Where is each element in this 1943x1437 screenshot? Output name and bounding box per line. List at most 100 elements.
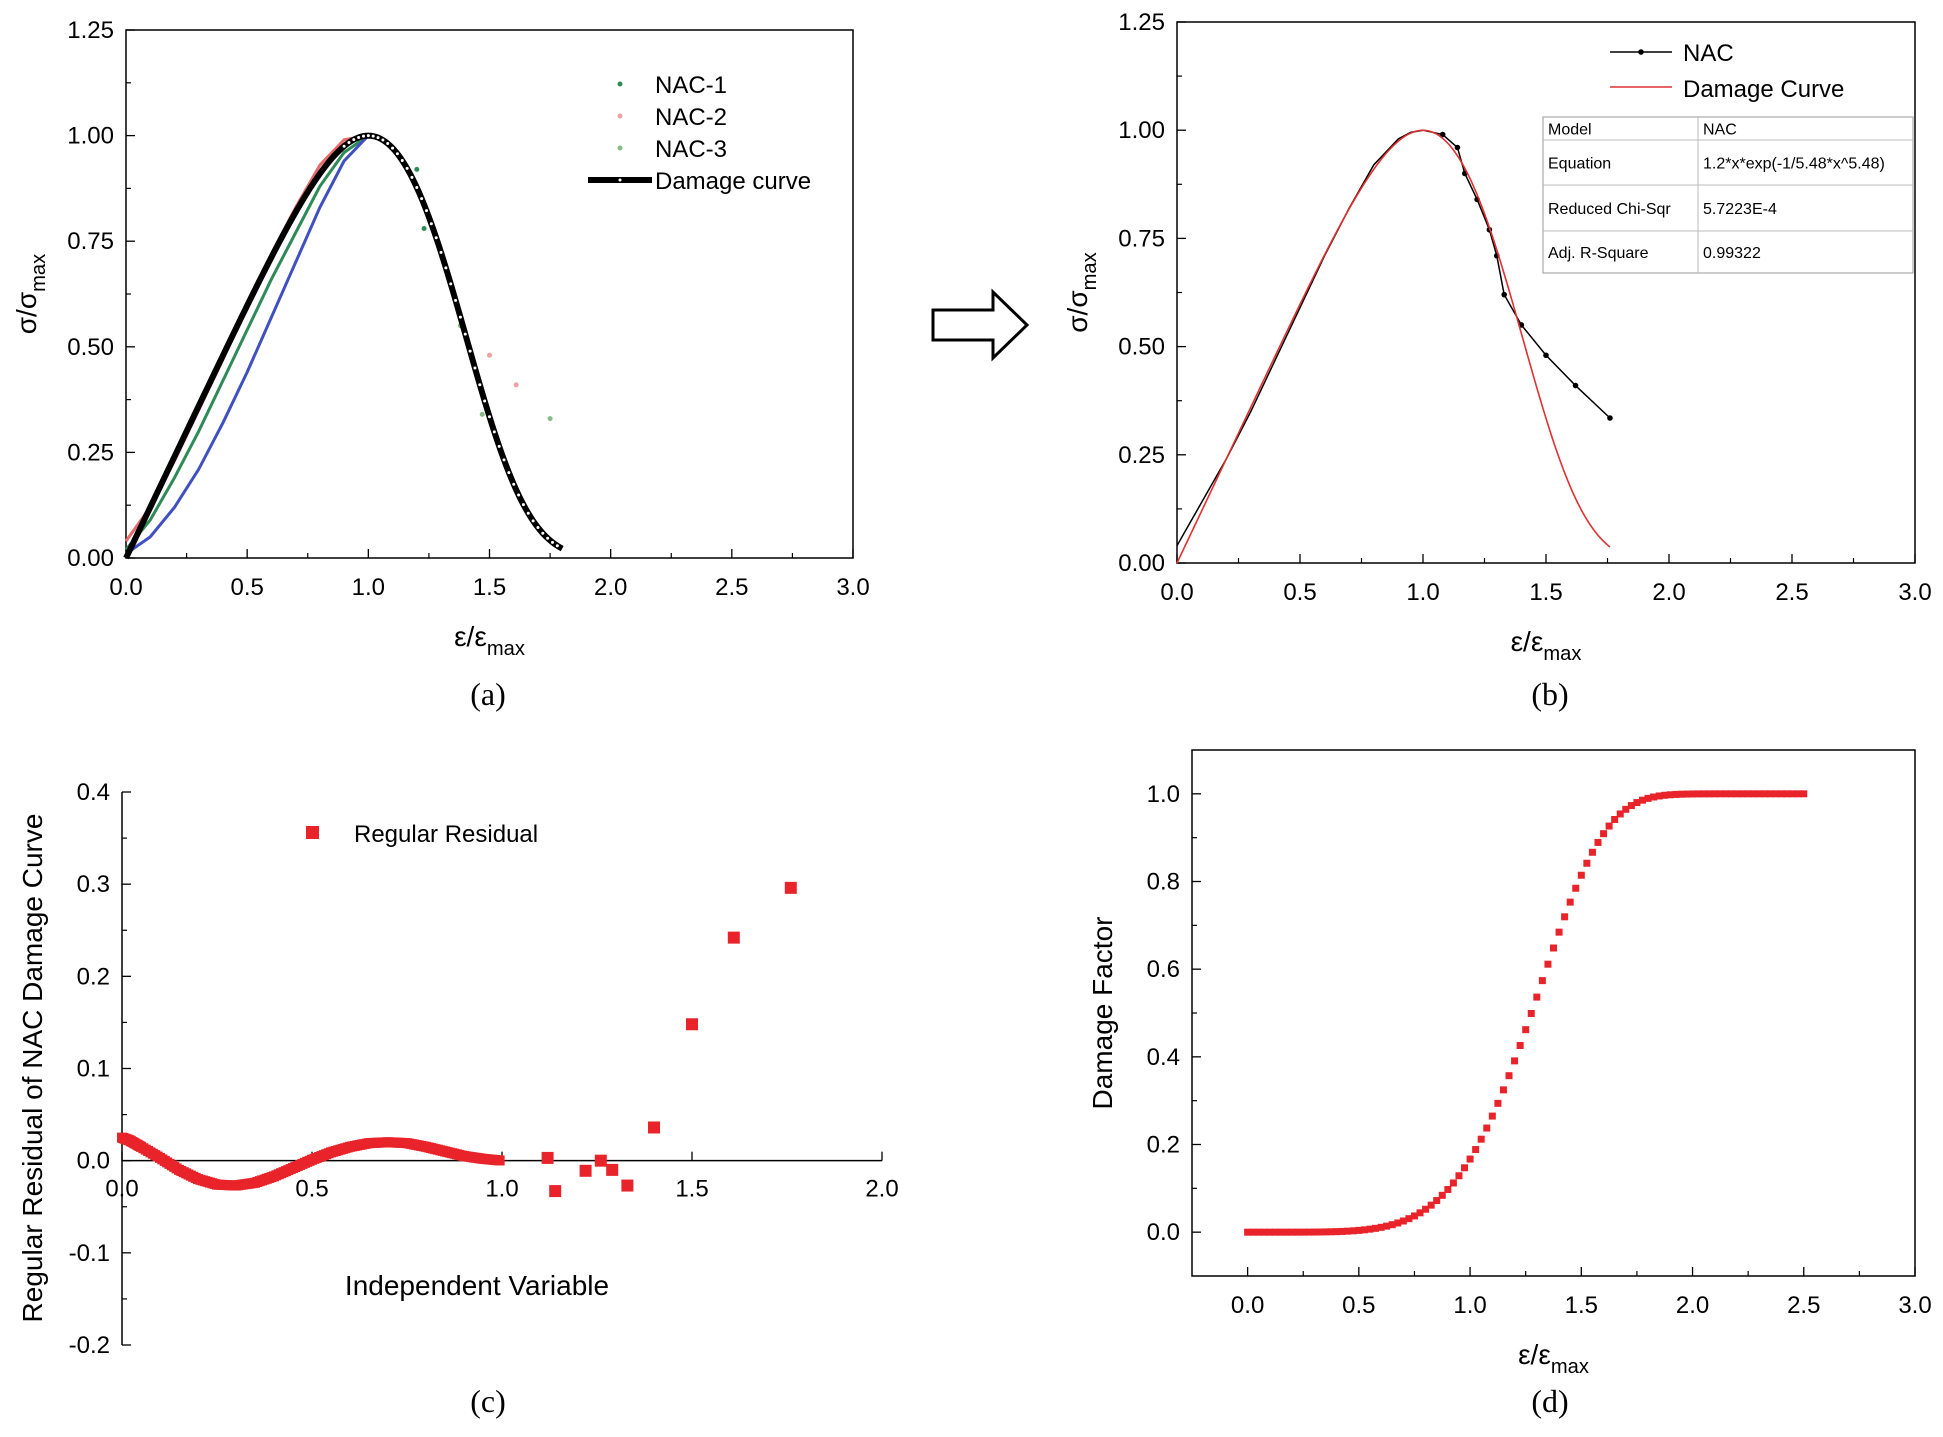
legend-label: Damage curve (655, 168, 811, 195)
series-marker (1422, 1205, 1430, 1213)
series-marker (1394, 1219, 1402, 1227)
series-marker (1522, 1026, 1530, 1034)
fit-table-key: Adj. R-Square (1548, 245, 1649, 262)
x-tick-label: 0.0 (109, 574, 142, 601)
series-point (547, 416, 553, 422)
series-marker (1501, 291, 1507, 298)
y-tick-label: 0.50 (67, 334, 114, 361)
x-axis-label: Independent Variable (345, 1270, 609, 1301)
damage-curve-marker (551, 540, 555, 544)
x-tick-label: 2.0 (1676, 1292, 1709, 1319)
series-marker (1555, 928, 1563, 936)
series-marker (1405, 1215, 1413, 1223)
series-marker (1449, 1179, 1457, 1187)
x-tick-label: 0.5 (1342, 1292, 1375, 1319)
series-marker (1305, 1228, 1313, 1236)
damage-curve-marker (512, 482, 516, 486)
series-marker (1399, 1217, 1407, 1225)
series-marker (1761, 790, 1769, 798)
series-marker (1499, 1086, 1507, 1094)
y-tick-label: 0.00 (67, 545, 114, 572)
series-marker (1544, 960, 1552, 968)
series-marker (1455, 1172, 1463, 1180)
residual-point (579, 1164, 592, 1177)
fit-table-key: Model (1548, 122, 1592, 139)
series-marker (1778, 790, 1786, 798)
damage-curve-marker (361, 134, 365, 138)
x-axis-label: ε/εmax (454, 621, 525, 660)
series-marker (1377, 1223, 1385, 1231)
x-tick-label: 1.0 (1453, 1292, 1486, 1319)
legend-label: Damage Curve (1683, 76, 1844, 103)
y-tick-label: 1.00 (67, 123, 114, 150)
legend-label: NAC-1 (655, 72, 727, 99)
series-marker (1360, 1226, 1368, 1234)
legend-label: NAC (1683, 40, 1734, 67)
series-marker (1283, 1228, 1291, 1236)
damage-curve-marker (352, 138, 356, 142)
series-marker (1638, 796, 1646, 804)
series-marker (1255, 1228, 1263, 1236)
legend-marker (1638, 49, 1644, 55)
series-marker (1454, 144, 1461, 151)
damage-curve-marker (439, 250, 443, 254)
fit-table-value: 5.7223E-4 (1703, 201, 1777, 218)
y-tick-label: 0.4 (77, 779, 110, 806)
legend-label: NAC-3 (655, 136, 727, 163)
series-marker (1516, 1041, 1524, 1049)
damage-curve-marker (376, 136, 380, 140)
series-marker (1249, 1228, 1257, 1236)
legend-marker (618, 178, 622, 182)
fit-table-value: 1.2*x*exp(-1/5.48*x^5.48) (1703, 156, 1885, 173)
residual-point (549, 1185, 562, 1198)
damage-curve-marker (449, 282, 453, 286)
y-tick-label: 0.8 (1147, 869, 1180, 896)
series-marker (1416, 1209, 1424, 1217)
series-line (125, 134, 370, 556)
series-marker (1372, 1224, 1380, 1232)
legend: Regular Residual (306, 821, 538, 848)
series-marker (1677, 790, 1685, 798)
damage-curve (1176, 129, 1611, 564)
x-tick-label: 0.5 (1283, 579, 1316, 606)
series-marker (1316, 1228, 1324, 1236)
x-tick-label: 1.0 (352, 574, 385, 601)
series-marker (1349, 1227, 1357, 1235)
x-tick-label: 0.0 (105, 1176, 138, 1203)
series-marker (1800, 790, 1808, 798)
y-tick-label: 0.0 (1147, 1219, 1180, 1246)
damage-curve-marker (400, 159, 404, 163)
y-tick-label: 0.6 (1147, 956, 1180, 983)
series-marker (1550, 944, 1557, 952)
series-marker (1627, 802, 1635, 810)
series-point (487, 352, 492, 358)
series-marker (1705, 790, 1713, 798)
series-marker (1294, 1228, 1302, 1236)
y-tick-label: 0.2 (77, 963, 110, 990)
series-marker (1488, 1112, 1496, 1120)
y-axis-label: Damage Factor (1087, 917, 1118, 1110)
damage-curve-marker (347, 141, 351, 145)
x-tick-label: 1.0 (485, 1176, 518, 1203)
residual-point (686, 1018, 698, 1031)
damage-curve-marker (483, 399, 487, 403)
y-tick-label: 0.2 (1147, 1132, 1180, 1159)
series-marker (1783, 790, 1791, 798)
damage-curve-marker (415, 185, 419, 189)
damage-curve-marker (371, 134, 375, 138)
x-tick-label: 2.5 (715, 574, 748, 601)
legend-label: NAC-2 (655, 104, 727, 131)
residual-point (594, 1154, 607, 1167)
series-marker (1600, 830, 1608, 838)
legend-marker (306, 826, 319, 839)
series-marker (1543, 352, 1549, 359)
series-marker (1344, 1227, 1352, 1235)
damage-curve-marker (357, 135, 361, 139)
series-marker (1622, 805, 1630, 813)
damage-curve-marker (410, 175, 414, 179)
damage-curve-marker (458, 315, 462, 319)
damage-curve-marker (555, 544, 559, 548)
x-tick-label: 3.0 (836, 574, 869, 601)
damage-curve-marker (546, 536, 550, 540)
damage-curve-marker (492, 430, 496, 434)
